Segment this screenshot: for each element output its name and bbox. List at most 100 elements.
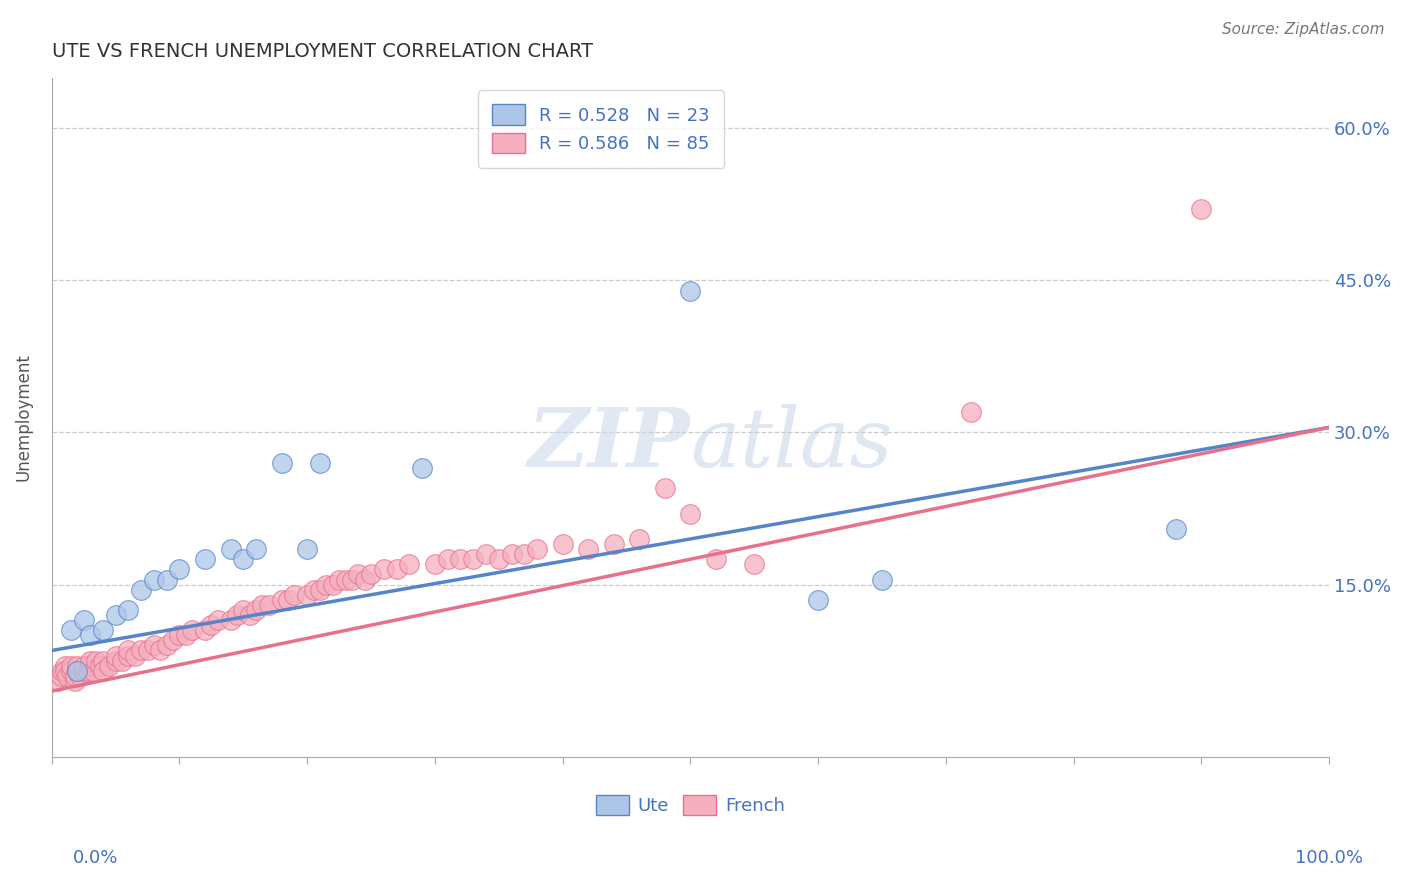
Point: [277, 592, 299, 607]
Point: [156, 573, 179, 587]
Point: [245, 542, 267, 557]
Point: [91, 654, 114, 668]
Point: [340, 573, 363, 587]
Point: [79, 628, 101, 642]
Point: [104, 654, 127, 668]
Point: [66, 664, 89, 678]
Point: [104, 607, 127, 622]
Point: [73, 613, 96, 627]
Point: [207, 613, 229, 627]
Point: [142, 639, 165, 653]
Point: [960, 405, 983, 419]
Point: [385, 562, 408, 576]
Point: [91, 664, 114, 678]
Point: [129, 643, 152, 657]
Point: [309, 582, 332, 597]
Point: [194, 552, 217, 566]
Point: [283, 588, 305, 602]
Point: [79, 658, 101, 673]
Point: [423, 558, 446, 572]
Point: [86, 654, 108, 668]
Point: [51, 664, 73, 678]
Y-axis label: Unemployment: Unemployment: [15, 353, 32, 481]
Point: [117, 603, 139, 617]
Point: [252, 598, 274, 612]
Point: [322, 577, 344, 591]
Point: [129, 582, 152, 597]
Point: [89, 658, 111, 673]
Point: [807, 592, 830, 607]
Point: [315, 577, 337, 591]
Point: [488, 552, 510, 566]
Point: [82, 664, 104, 678]
Point: [53, 658, 76, 673]
Point: [576, 542, 599, 557]
Point: [194, 624, 217, 638]
Point: [124, 648, 146, 663]
Point: [117, 648, 139, 663]
Text: 0.0%: 0.0%: [73, 849, 118, 867]
Point: [181, 624, 204, 638]
Point: [69, 669, 91, 683]
Point: [169, 562, 191, 576]
Point: [136, 643, 159, 657]
Point: [704, 552, 727, 566]
Point: [53, 664, 76, 678]
Text: 100.0%: 100.0%: [1295, 849, 1362, 867]
Point: [328, 573, 350, 587]
Point: [302, 582, 325, 597]
Point: [628, 532, 651, 546]
Point: [66, 658, 89, 673]
Point: [513, 547, 536, 561]
Point: [436, 552, 458, 566]
Point: [63, 673, 86, 688]
Point: [373, 562, 395, 576]
Point: [200, 618, 222, 632]
Point: [79, 654, 101, 668]
Point: [1189, 202, 1212, 217]
Point: [226, 607, 249, 622]
Point: [679, 507, 702, 521]
Point: [257, 598, 280, 612]
Point: [463, 552, 485, 566]
Point: [142, 573, 165, 587]
Text: Source: ZipAtlas.com: Source: ZipAtlas.com: [1222, 22, 1385, 37]
Point: [501, 547, 523, 561]
Point: [603, 537, 626, 551]
Point: [117, 643, 139, 657]
Point: [239, 607, 262, 622]
Point: [475, 547, 498, 561]
Point: [59, 624, 82, 638]
Point: [104, 648, 127, 663]
Point: [162, 633, 184, 648]
Point: [76, 664, 98, 678]
Point: [156, 639, 179, 653]
Point: [66, 664, 89, 678]
Point: [360, 567, 382, 582]
Point: [309, 456, 332, 470]
Point: [63, 669, 86, 683]
Point: [49, 669, 72, 683]
Point: [149, 643, 172, 657]
Point: [270, 456, 292, 470]
Point: [98, 658, 121, 673]
Point: [353, 573, 375, 587]
Point: [551, 537, 574, 551]
Point: [1164, 522, 1187, 536]
Point: [654, 481, 676, 495]
Point: [56, 669, 79, 683]
Point: [270, 592, 292, 607]
Point: [870, 573, 893, 587]
Point: [295, 542, 318, 557]
Point: [335, 573, 357, 587]
Point: [411, 461, 433, 475]
Point: [742, 558, 765, 572]
Point: [174, 628, 197, 642]
Point: [46, 673, 69, 688]
Point: [232, 603, 254, 617]
Text: UTE VS FRENCH UNEMPLOYMENT CORRELATION CHART: UTE VS FRENCH UNEMPLOYMENT CORRELATION C…: [52, 42, 593, 61]
Point: [398, 558, 420, 572]
Point: [73, 664, 96, 678]
Point: [73, 658, 96, 673]
Point: [59, 658, 82, 673]
